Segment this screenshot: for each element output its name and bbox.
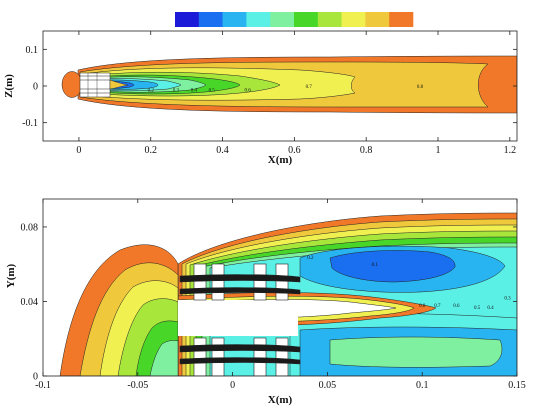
contour-level-label: 0.7	[306, 85, 313, 90]
x-tick-label: -0.1	[35, 380, 51, 391]
x-tick-label: 1	[436, 145, 441, 156]
bottom-injector-lower	[179, 337, 301, 376]
bottom-central-gap	[178, 300, 298, 336]
bottom-y-axis-title: Y(m)	[5, 263, 17, 288]
colorbar-swatch	[365, 12, 390, 27]
x-tick-label: 0	[230, 380, 235, 391]
x-tick-label: 0.8	[360, 145, 373, 156]
y-tick-label: 0	[33, 82, 38, 93]
colorbar-swatch	[389, 12, 414, 27]
contour-level-label: 0.6	[245, 89, 252, 94]
colorbar-swatch	[246, 12, 271, 27]
contour-level-label: 0.4	[191, 89, 198, 94]
x-tick-label: 0.15	[508, 380, 526, 391]
colorbar-swatch	[317, 12, 342, 27]
x-tick-label: 1.2	[504, 145, 517, 156]
contour-level-label: 0.4	[487, 306, 494, 311]
bottom-contour-field	[59, 212, 517, 376]
x-tick-label: 0.4	[216, 145, 229, 156]
y-tick-label: 0	[33, 372, 38, 383]
contour-level-label: 0.1	[372, 263, 379, 268]
colorbar-swatch	[175, 12, 200, 27]
contour-level-label: 0.8	[419, 304, 426, 309]
top-inlet-bulb	[61, 71, 83, 98]
bottom-injector-upper	[179, 263, 301, 301]
colorbar-swatch	[341, 12, 366, 27]
contour-level-label: 0.6	[453, 304, 460, 309]
x-tick-label: 0.2	[144, 145, 157, 156]
contour-level-label: 0.3	[504, 297, 511, 302]
bottom-plume-mint	[149, 340, 179, 376]
contour-level-label: 0.3	[173, 89, 180, 94]
x-tick-label: 0.6	[288, 145, 301, 156]
contour-level-label: 0.2	[307, 256, 314, 261]
colorbar-swatch	[270, 12, 295, 27]
contour-level-label: 0.5	[474, 306, 481, 311]
contour-level-label: 0.5	[209, 89, 216, 94]
y-tick-label: -0.1	[22, 118, 38, 129]
colorbar-swatch	[222, 12, 247, 27]
bottom-x-axis-title: X(m)	[268, 394, 293, 406]
contour-level-label: 0.2	[148, 89, 155, 94]
top-x-axis-title: X(m)	[268, 154, 293, 166]
bottom-lower-mint	[329, 336, 503, 368]
top-y-axis-title: Z(m)	[3, 74, 15, 98]
top-contour-labels: 0.2 0.3 0.4 0.5 0.6 0.7 0.8	[148, 85, 424, 94]
bottom-axes: -0.1 -0.05 0 0.05 0.1 0.15 0 0.04 0.08	[21, 199, 526, 391]
bottom-pocket-blue	[329, 250, 456, 283]
x-tick-label: 0.1	[416, 380, 429, 391]
bottom-contour-labels: 0.2 0.1 0.8 0.7 0.6 0.5 0.4 0.3	[307, 256, 511, 311]
top-axes: 0 0.2 0.4 0.6 0.8 1 1.2 0.1 0 -0.1	[22, 31, 517, 156]
contour-level-label: 0.7	[434, 304, 441, 309]
y-tick-label: 0.04	[21, 297, 39, 308]
y-tick-label: 0.08	[21, 222, 39, 233]
top-contour-plot: 0.2 0.3 0.4 0.5 0.60.7 0.8 0 0.2 0.4 0.6 0.8 1 1.20…	[3, 30, 518, 166]
top-injector-block	[79, 72, 129, 98]
x-tick-label: 0.05	[319, 380, 337, 391]
y-tick-label: 0.1	[26, 45, 39, 56]
x-tick-label: -0.05	[127, 380, 148, 391]
colorbar-swatches	[175, 12, 414, 27]
colorbar-swatch	[294, 12, 319, 27]
top-contour-field	[61, 55, 517, 114]
colorbar-swatch	[198, 12, 223, 27]
x-tick-label: 0	[76, 145, 81, 156]
contour-level-label: 0.8	[417, 85, 424, 90]
bottom-contour-plot: 0.2 0.1 0.8 0.7 0.6 0.5 0.4 0.3 -0.1 -0.05 0 0.05 0…	[5, 198, 526, 406]
